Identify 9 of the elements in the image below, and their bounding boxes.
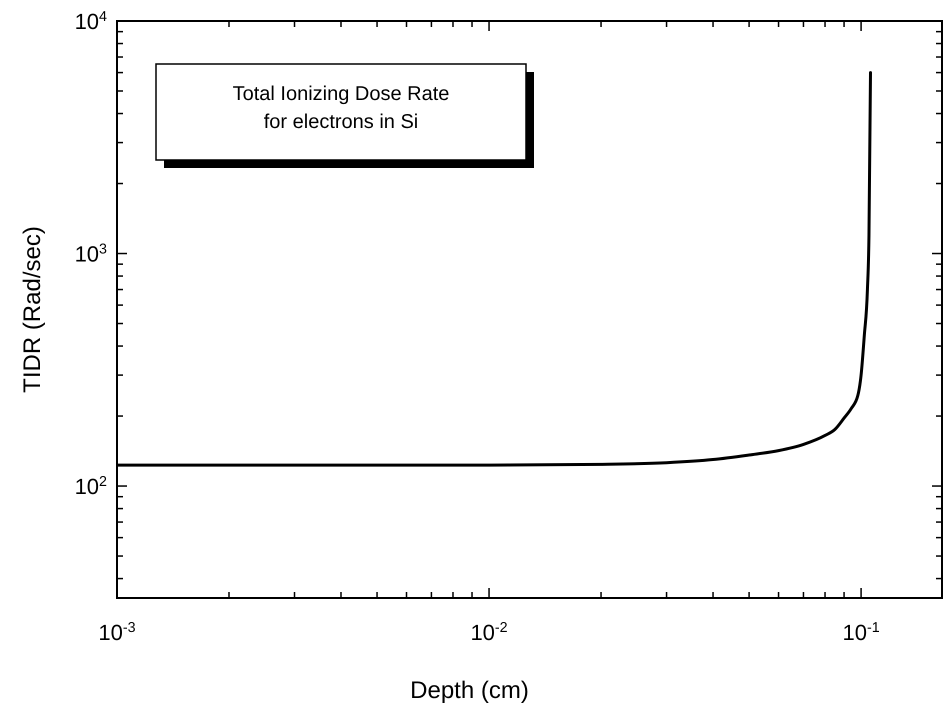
x-axis-title: Depth (cm) xyxy=(410,677,529,704)
y-axis-title: TIDR (Rad/sec) xyxy=(19,226,46,393)
y-tick-label: 10$^{4}$ xyxy=(74,9,108,34)
x-tick-label: 10$^{-3}$ xyxy=(98,620,136,645)
x-tick-label: 10$^{-1}$ xyxy=(842,620,880,645)
y-tick-label: 10$^{2}$ xyxy=(74,474,108,500)
text: Total Ionizing Dose Rate for electrons in Si xyxy=(232,83,450,133)
x-tick-label: 10$^{-2}$ xyxy=(470,620,508,645)
y-tick-label: 10$^{3}$ xyxy=(74,242,108,267)
